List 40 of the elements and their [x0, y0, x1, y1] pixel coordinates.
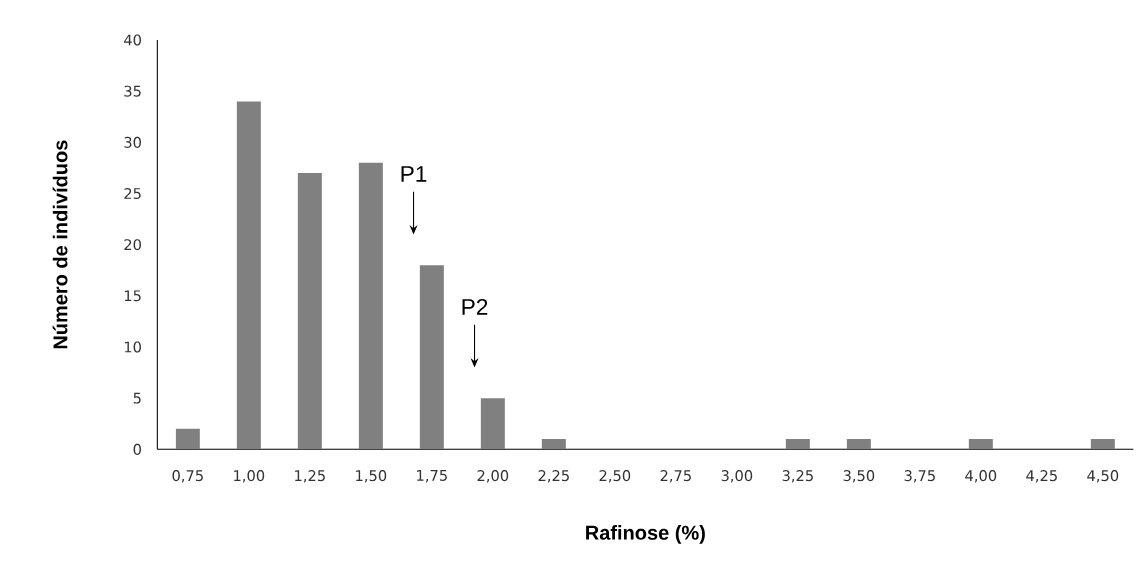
bar [480, 398, 505, 450]
bar [358, 162, 383, 450]
bar [175, 428, 200, 450]
annotation: P1 [401, 166, 427, 182]
bar [1090, 439, 1115, 450]
x-tick-label: 3,50 [843, 470, 875, 483]
x-tick-label: 4,00 [965, 470, 997, 483]
x-tick-label: 4,25 [1026, 470, 1057, 483]
x-tick-label: 1,75 [417, 470, 447, 483]
x-tick-label: 1,25 [295, 470, 325, 483]
y-tick-label: 10 [124, 341, 141, 353]
y-axis-title: Número de indivíduos [52, 140, 68, 349]
bar [785, 439, 810, 450]
y-tick-label: 25 [124, 187, 141, 200]
x-tick-label: 3,25 [782, 470, 813, 483]
x-tick-label: 1,50 [356, 470, 387, 483]
y-tick-label: 40 [124, 34, 141, 46]
bar [236, 101, 261, 450]
x-axis-title: Rafinose (%) [586, 525, 705, 544]
y-tick-label: 5 [133, 392, 141, 404]
x-tick-label: 0,75 [172, 470, 203, 483]
x-tick-label: 4,50 [1087, 470, 1119, 483]
bar [419, 265, 444, 450]
x-tick-label: 3,00 [721, 470, 753, 483]
y-tick-label: 15 [124, 290, 141, 302]
x-tick-label: 2,50 [599, 470, 631, 483]
bar [846, 439, 871, 450]
x-tick-label: 2,00 [477, 470, 509, 483]
bar [297, 173, 322, 450]
y-tick-label: 20 [124, 239, 141, 251]
x-tick-label: 1,00 [234, 470, 265, 483]
y-tick-label: 0 [133, 443, 141, 455]
x-tick-label: 3,75 [904, 470, 935, 483]
x-tick-label: 2,25 [538, 470, 569, 483]
annotation: P2 [462, 298, 488, 315]
x-tick-label: 2,75 [660, 470, 691, 483]
y-tick-label: 30 [124, 136, 141, 148]
y-tick-label: 35 [124, 85, 141, 97]
bar [541, 439, 566, 450]
bar [968, 439, 993, 450]
